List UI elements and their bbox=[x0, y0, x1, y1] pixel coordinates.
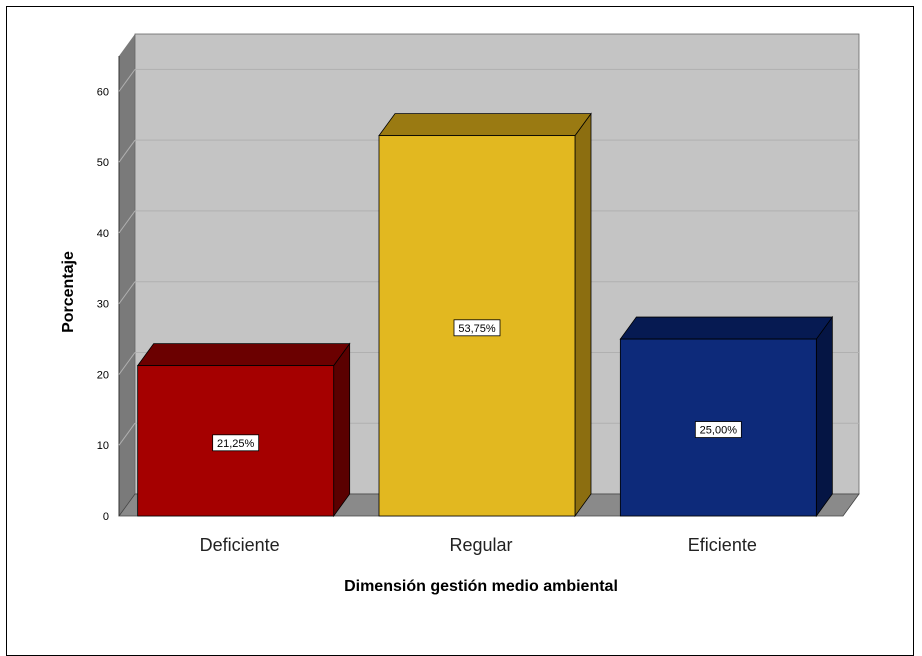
bar-top bbox=[379, 114, 591, 136]
x-category-label: Deficiente bbox=[200, 535, 280, 555]
y-tick-label: 10 bbox=[97, 440, 109, 452]
bar-side bbox=[575, 114, 591, 516]
bar-deficiente: 21,25% bbox=[138, 344, 350, 516]
bar-side bbox=[816, 317, 832, 516]
x-category-label: Regular bbox=[449, 535, 512, 555]
y-tick-label: 50 bbox=[97, 157, 109, 169]
y-tick-label: 0 bbox=[103, 511, 109, 523]
bar-side bbox=[334, 344, 350, 516]
bar-chart: 0 10 20 30 40 50 60 21,25% 53,75% 25,00% Deficie… bbox=[7, 7, 915, 650]
y-tick-label: 40 bbox=[97, 228, 109, 240]
bar-eficiente: 25,00% bbox=[620, 317, 832, 516]
left-wall bbox=[119, 34, 135, 516]
data-label: 25,00% bbox=[700, 425, 738, 437]
y-tick-label: 20 bbox=[97, 369, 109, 381]
chart-frame: 0 10 20 30 40 50 60 21,25% 53,75% 25,00% Deficie… bbox=[6, 6, 914, 656]
y-axis-title: Porcentaje bbox=[60, 251, 77, 333]
data-label: 21,25% bbox=[217, 438, 255, 450]
bar-regular: 53,75% bbox=[379, 114, 591, 516]
x-category-labels: Deficiente Regular Eficiente bbox=[200, 535, 757, 555]
bar-top bbox=[620, 317, 832, 339]
data-label: 53,75% bbox=[458, 323, 496, 335]
y-tick-label: 60 bbox=[97, 86, 109, 98]
y-tick-label: 30 bbox=[97, 299, 109, 311]
x-category-label: Eficiente bbox=[688, 535, 757, 555]
x-axis-title: Dimensión gestión medio ambiental bbox=[344, 578, 618, 595]
bar-top bbox=[138, 344, 350, 366]
y-tick-labels: 0 10 20 30 40 50 60 bbox=[97, 86, 109, 523]
